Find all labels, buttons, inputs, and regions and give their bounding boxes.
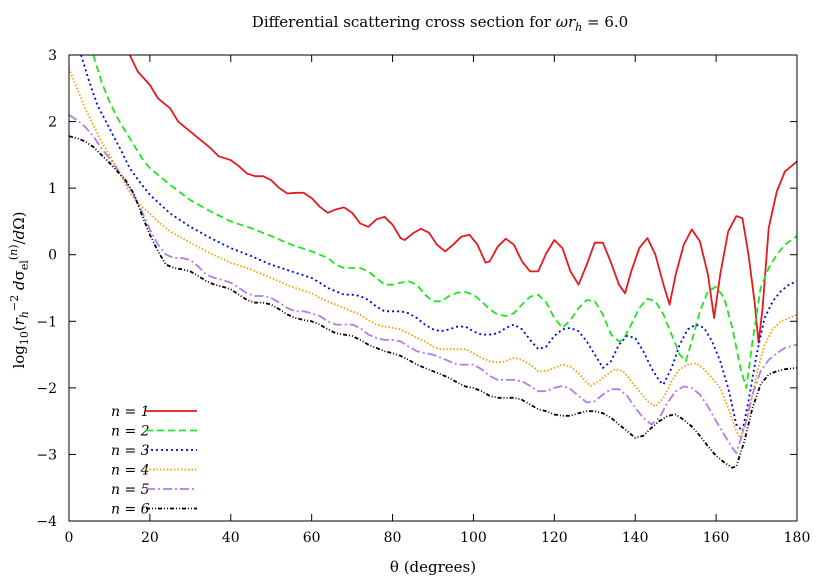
y-tick-label: −2 bbox=[36, 381, 57, 397]
legend: n = 1 n = 2 n = 3 n = 4 n = 5 n = 6 bbox=[111, 404, 197, 518]
x-tick-label: 100 bbox=[460, 530, 487, 546]
x-tick-label: 40 bbox=[222, 530, 240, 546]
x-axis-label: θ (degrees) bbox=[390, 558, 476, 576]
x-tick-label: 140 bbox=[622, 530, 649, 546]
series-line-n2 bbox=[92, 55, 797, 389]
x-tick-label: 160 bbox=[703, 530, 730, 546]
y-tick-label: 1 bbox=[48, 181, 57, 197]
chart-title: Differential scattering cross section fo… bbox=[252, 13, 628, 34]
legend-label-n5: n = 5 bbox=[111, 482, 150, 498]
plot-frame bbox=[68, 54, 798, 522]
legend-label-n6: n = 6 bbox=[111, 502, 150, 518]
x-tick-label: 120 bbox=[541, 530, 568, 546]
series-line-n5 bbox=[69, 114, 797, 454]
series-line-n1 bbox=[128, 55, 797, 344]
ticks-layer: 0 20 40 60 80 100 120 140 160 180 −4 −3 −2 −1 0 1 2 3 bbox=[36, 48, 810, 546]
x-tick-label: 60 bbox=[303, 530, 321, 546]
x-tick-label: 80 bbox=[384, 530, 402, 546]
y-tick-label: −3 bbox=[36, 447, 57, 463]
legend-label-n3: n = 3 bbox=[111, 443, 150, 459]
y-tick-label: 2 bbox=[48, 115, 57, 131]
series-line-n4 bbox=[69, 67, 797, 439]
x-tick-label: 20 bbox=[141, 530, 159, 546]
y-tick-label: 0 bbox=[48, 248, 57, 264]
series-line-n3 bbox=[80, 55, 797, 432]
x-tick-label: 0 bbox=[65, 530, 74, 546]
y-tick-label: −4 bbox=[36, 514, 57, 530]
series-line-n6 bbox=[69, 135, 797, 469]
y-tick-label: −1 bbox=[36, 314, 57, 330]
y-tick-label: 3 bbox=[48, 48, 57, 64]
legend-label-n1: n = 1 bbox=[111, 404, 150, 420]
series-layer bbox=[69, 55, 797, 469]
legend-label-n2: n = 2 bbox=[111, 424, 150, 440]
y-axis-label: log10(rh−2 dσel(n)/dΩ) bbox=[7, 211, 31, 368]
x-tick-label: 180 bbox=[784, 530, 811, 546]
legend-label-n4: n = 4 bbox=[111, 463, 150, 479]
